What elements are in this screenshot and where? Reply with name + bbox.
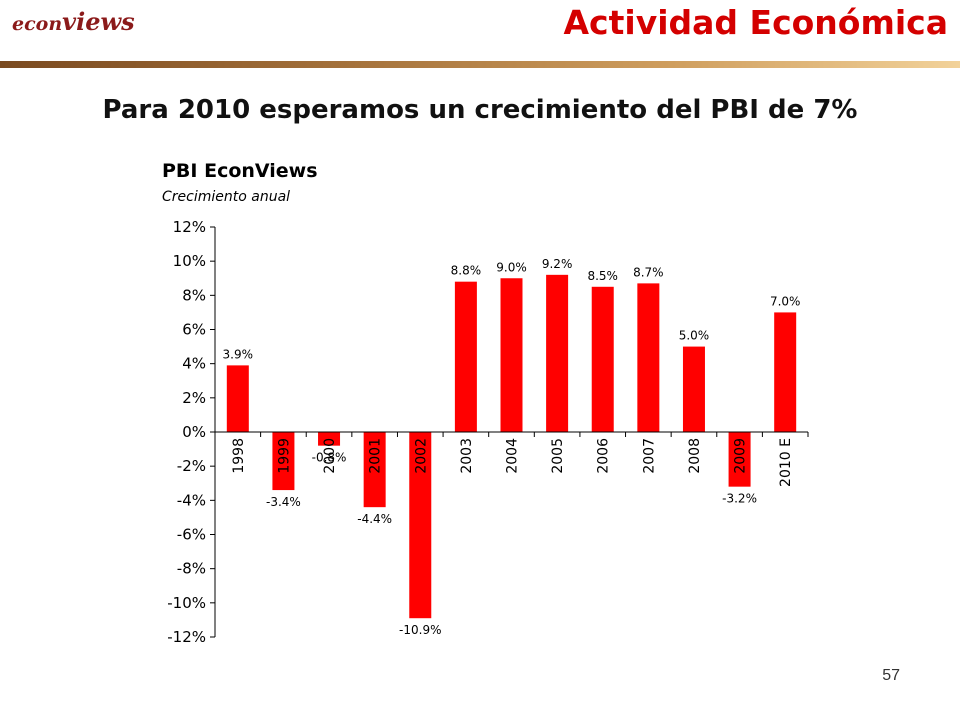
bar [637, 283, 660, 432]
y-tick-label: 10% [173, 252, 206, 270]
y-tick-label: -6% [177, 526, 206, 544]
y-tick-label: 4% [182, 355, 206, 373]
data-label: 5.0% [679, 329, 710, 343]
data-label: -3.4% [266, 495, 301, 509]
bar [774, 312, 797, 432]
category-label: 2002 [413, 438, 429, 474]
y-tick-label: -4% [177, 491, 206, 509]
y-tick-label: -12% [167, 628, 206, 646]
y-tick-label: 2% [182, 389, 206, 407]
bar [500, 278, 523, 432]
data-label: -3.2% [722, 492, 757, 506]
bar [682, 346, 705, 432]
data-label: 8.7% [633, 265, 664, 279]
data-label: -0.8% [312, 451, 347, 465]
logo-suffix: views [62, 7, 135, 36]
category-label: 2009 [733, 438, 749, 474]
data-label: 8.8% [451, 264, 482, 278]
data-label: -10.9% [399, 623, 441, 637]
chart-title: PBI EconViews [162, 160, 318, 182]
category-label: 1999 [276, 438, 292, 474]
y-tick-label: -8% [177, 560, 206, 578]
logo-prefix: econ [12, 13, 63, 35]
category-label: 2007 [641, 438, 657, 474]
chart-subtitle: Crecimiento anual [162, 189, 291, 205]
y-tick-label: 0% [182, 423, 206, 441]
bar [363, 432, 386, 508]
bar [591, 286, 614, 432]
y-tick-label: -2% [177, 457, 206, 475]
page-number: 57 [882, 667, 900, 684]
bar [318, 432, 341, 446]
data-label: 9.0% [496, 260, 527, 274]
data-label: 8.5% [587, 269, 618, 283]
category-label: 2005 [550, 438, 566, 474]
bar [728, 432, 751, 487]
category-label: 1998 [231, 438, 247, 474]
data-label: 7.0% [770, 294, 801, 308]
bar [226, 365, 249, 432]
category-label: 2003 [459, 438, 475, 474]
category-label: 2001 [368, 438, 384, 474]
slide-subtitle: Para 2010 esperamos un crecimiento del P… [102, 95, 858, 125]
category-label: 2008 [687, 438, 703, 474]
y-tick-label: -10% [167, 594, 206, 612]
bar [546, 274, 569, 432]
y-tick-label: 6% [182, 321, 206, 339]
data-label: 3.9% [223, 347, 254, 361]
econviews-logo: econviews [12, 10, 135, 34]
bar [409, 432, 432, 619]
header-divider-bar [0, 61, 960, 68]
category-label: 2000 [322, 438, 338, 474]
data-label: 9.2% [542, 257, 573, 271]
category-label: 2004 [505, 438, 521, 474]
bar [272, 432, 295, 491]
bar [454, 281, 477, 432]
y-tick-label: 8% [182, 286, 206, 304]
data-label: -4.4% [357, 512, 392, 526]
category-label: 2006 [596, 438, 612, 474]
y-tick-label: 12% [173, 218, 206, 236]
category-label: 2010 E [778, 438, 794, 487]
slide-title: Actividad Económica [563, 3, 948, 42]
